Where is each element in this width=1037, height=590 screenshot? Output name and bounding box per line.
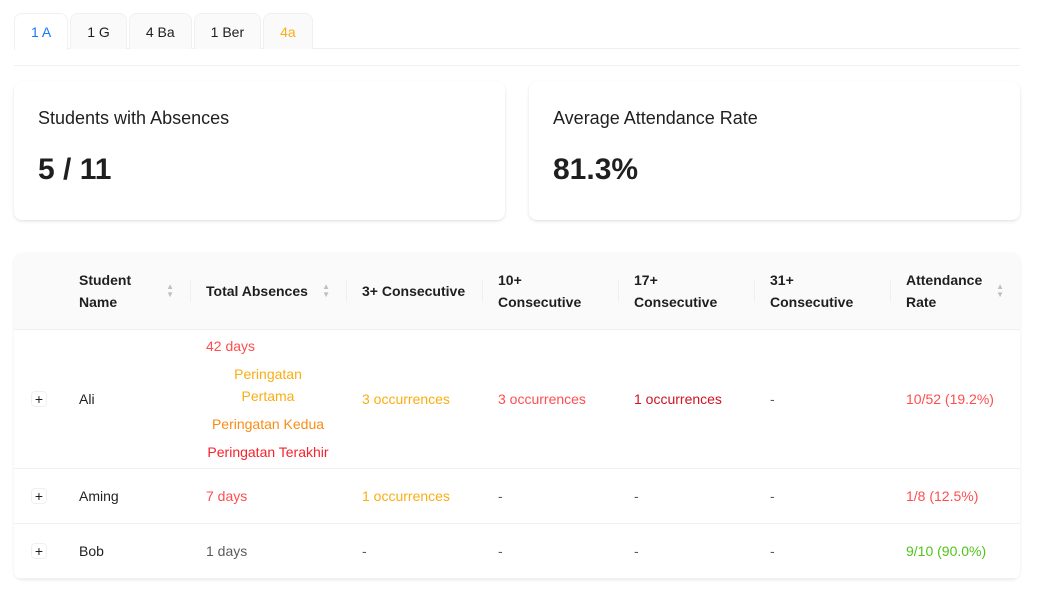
- consecutive-17: -: [634, 543, 639, 559]
- header-attendance-rate[interactable]: Attendance Rate ▲ ▼: [890, 269, 1020, 313]
- consecutive-3: -: [362, 543, 367, 559]
- header-17-consecutive: 17+ Consecutive: [618, 269, 754, 313]
- header-label: Total Absences: [206, 283, 308, 299]
- total-absences: 1 days: [206, 543, 248, 559]
- table-header: Student Name ▲ ▼ Total Absences ▲ ▼ 3+ Conse…: [14, 253, 1020, 330]
- tab-1g[interactable]: 1 G: [70, 13, 127, 49]
- consecutive-31: -: [770, 488, 775, 504]
- table-row: + Bob 1 days - - - - 9/10 (90.0%): [14, 524, 1020, 579]
- consecutive-3: 1 occurrences: [362, 488, 450, 504]
- table-row: + Aming 7 days 1 occurrences - - - 1/8 (…: [14, 469, 1020, 524]
- class-tabs: 1 A 1 G 4 Ba 1 Ber 4a: [14, 13, 1020, 50]
- header-label: Attendance Rate: [906, 272, 983, 310]
- sort-icon[interactable]: ▲ ▼: [322, 282, 330, 299]
- tab-4ba[interactable]: 4 Ba: [128, 13, 192, 49]
- student-name: Aming: [79, 488, 119, 504]
- consecutive-17: -: [634, 488, 639, 504]
- header-10-consecutive: 10+ Consecutive: [482, 269, 618, 313]
- attendance-rate: 9/10 (90.0%): [906, 543, 987, 559]
- sort-icon[interactable]: ▲ ▼: [996, 282, 1004, 299]
- consecutive-10: -: [498, 543, 503, 559]
- table-row: + Ali 42 days Peringatan Pertama Peringa…: [14, 330, 1020, 469]
- total-absences: 42 days: [206, 338, 256, 354]
- card-value: 81.3%: [553, 153, 639, 186]
- header-total-absences[interactable]: Total Absences ▲ ▼: [190, 280, 346, 302]
- total-absences: 7 days: [206, 488, 248, 504]
- consecutive-10: 3 occurrences: [498, 391, 586, 407]
- consecutive-10: -: [498, 488, 503, 504]
- attendance-rate-card: Average Attendance Rate 81.3%: [529, 82, 1020, 220]
- card-value: 5 / 11: [38, 153, 112, 186]
- consecutive-31: -: [770, 543, 775, 559]
- expand-icon[interactable]: +: [31, 391, 47, 407]
- tab-1ber[interactable]: 1 Ber: [193, 13, 262, 49]
- header-31-consecutive: 31+ Consecutive: [754, 269, 890, 313]
- warning-first: Peringatan Pertama: [234, 366, 302, 404]
- consecutive-17: 1 occurrences: [634, 391, 722, 407]
- divider: [14, 65, 1020, 66]
- expand-icon[interactable]: +: [31, 488, 47, 504]
- students-absences-card: Students with Absences 5 / 11: [14, 82, 505, 220]
- sort-icon[interactable]: ▲ ▼: [166, 282, 174, 299]
- attendance-table: Student Name ▲ ▼ Total Absences ▲ ▼ 3+ Conse…: [14, 253, 1020, 579]
- consecutive-3: 3 occurrences: [362, 391, 450, 407]
- student-name: Ali: [79, 391, 95, 407]
- consecutive-31: -: [770, 391, 775, 407]
- expand-icon[interactable]: +: [31, 543, 47, 559]
- header-3-consecutive: 3+ Consecutive: [346, 280, 482, 302]
- header-student-name[interactable]: Student Name ▲ ▼: [64, 269, 190, 313]
- warning-final: Peringatan Terakhir: [207, 444, 329, 460]
- card-title: Average Attendance Rate: [553, 108, 758, 128]
- attendance-rate: 1/8 (12.5%): [906, 488, 979, 504]
- student-name: Bob: [79, 543, 104, 559]
- tab-1a[interactable]: 1 A: [14, 13, 69, 50]
- tab-4a[interactable]: 4a: [263, 13, 313, 49]
- card-title: Students with Absences: [38, 108, 230, 128]
- header-label: Student Name: [79, 272, 132, 310]
- attendance-rate: 10/52 (19.2%): [906, 391, 994, 407]
- warning-second: Peringatan Kedua: [211, 416, 325, 432]
